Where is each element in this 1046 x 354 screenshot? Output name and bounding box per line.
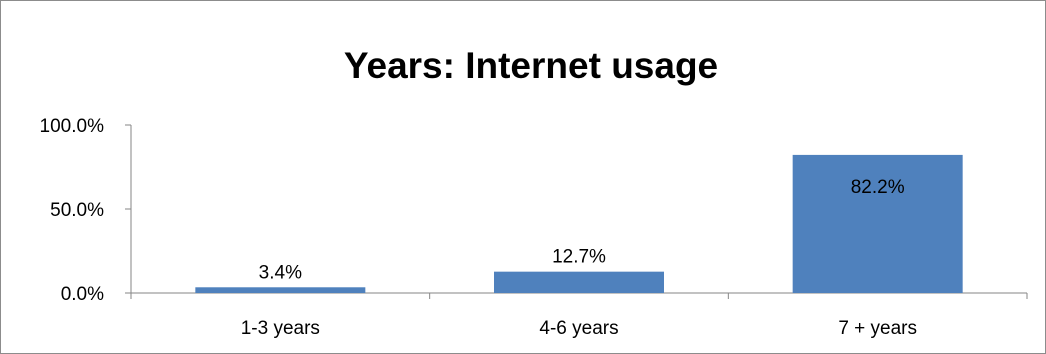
bar-1: [195, 287, 366, 293]
bar-2: [494, 271, 664, 293]
x-tick-label: 1-3 years: [241, 318, 320, 339]
y-tick-label: 0.0%: [61, 284, 104, 305]
plot-area: 0.0% 50.0% 100.0% 3.4% 1-3 years 12.7% 4-6 yea…: [40, 116, 1028, 339]
x-tick-label: 7 + years: [838, 318, 917, 339]
x-tick-label: 4-6 years: [539, 318, 618, 339]
chart-title: Years: Internet usage: [344, 45, 718, 86]
data-label: 3.4%: [259, 262, 302, 283]
data-label: 12.7%: [552, 247, 606, 268]
y-tick-label: 50.0%: [50, 200, 104, 221]
bar-3: [792, 154, 963, 293]
data-label: 82.2%: [851, 177, 905, 198]
y-tick-label: 100.0%: [40, 116, 105, 137]
